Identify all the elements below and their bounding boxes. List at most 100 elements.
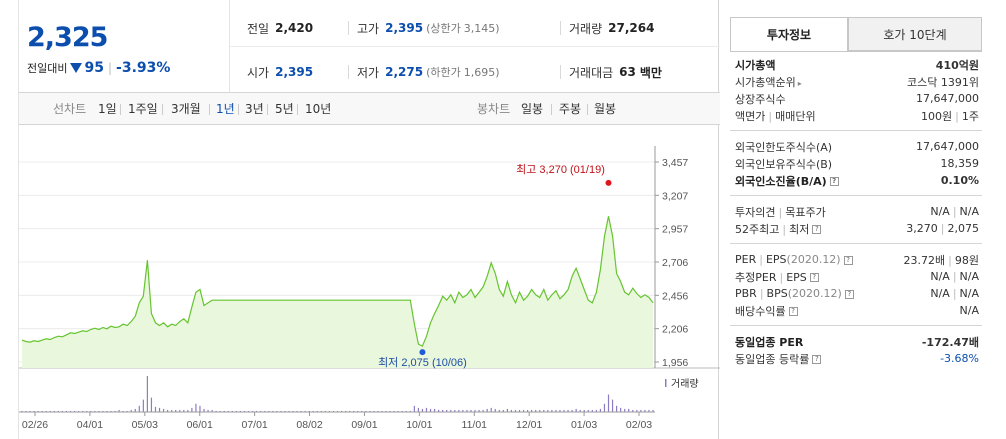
divider [162,104,163,115]
volume-bar [272,410,274,412]
volume-bar [611,399,614,412]
volume-bar [344,410,347,412]
volume-bar [49,410,51,412]
volume-bar [385,410,387,412]
volume-bar [417,407,419,412]
help-icon[interactable]: ? [809,273,819,282]
candle-daily[interactable]: 일봉 [521,102,544,116]
volume-bar [365,410,367,412]
volume-bar [37,410,39,412]
volume-bar [158,407,161,412]
period-3m[interactable]: 3개월 [171,102,201,116]
volume-bar [110,410,112,412]
market-cap-group: 시가총액 410억원 시가총액순위 ▸ 코스닥 1391위 상장주식수 17,647,0… [730,52,982,131]
current-price-box: 2,325 전일대비 95 | -3.93% [19,0,230,93]
period-1d[interactable]: 1일 [98,102,117,116]
help-icon[interactable]: ? [812,355,822,364]
volume-bar [57,410,60,412]
volume-bar [603,403,606,412]
volume-bar [381,410,383,412]
volume-bar [393,410,395,412]
volume-bar [583,409,585,412]
volume: 거래량 27,264 [569,21,655,36]
volume-bar [458,409,460,412]
volume-bar [211,409,213,412]
volume-bar [486,408,488,412]
volume-bar [446,409,448,412]
volume-bar [179,409,181,412]
volume-bar [251,410,254,412]
volume-bar [175,409,177,412]
period-5y[interactable]: 5년 [275,102,294,116]
x-tick-label: 09/01 [351,419,377,431]
help-icon[interactable]: ? [829,177,839,186]
period-10y[interactable]: 10년 [305,102,332,116]
tab-order-book[interactable]: 호가 10단계 [848,17,982,51]
volume-bar [162,408,165,412]
volume-bar [268,410,270,412]
period-3y[interactable]: 3년 [245,102,264,116]
min-price-marker [419,349,426,356]
low-price: 저가 2,275 (하한가 1,695) [357,65,500,80]
x-tick-label: 01/03 [571,419,597,431]
volume-bar [82,410,84,412]
volume-bar [632,409,634,412]
volume-bar [231,410,233,412]
down-arrow-icon [70,63,83,73]
y-tick-label: 1,956 [662,357,688,369]
volume-bar [98,410,100,412]
prev-close: 전일 2,420 [247,21,314,36]
volume-bar [514,409,517,412]
x-tick-label: 05/03 [132,419,158,431]
volume-bar [353,410,355,412]
volume-bar [454,409,456,412]
volume-bar [126,410,128,412]
volume-bar [292,410,294,412]
volume-bar [389,410,391,412]
help-icon[interactable]: ? [812,225,822,234]
help-icon[interactable]: ? [788,307,798,316]
volume-bar [203,408,205,412]
volume-bar [531,409,533,412]
period-1y[interactable]: 1년 [216,102,235,116]
volume-bar [94,410,96,412]
volume-bar [535,409,537,412]
volume-bar [450,409,452,412]
candle-weekly[interactable]: 주봉 [559,102,582,116]
volume-bar [86,410,88,412]
volume-bar [150,397,153,412]
volume-legend-swatch [665,379,667,387]
tab-investment-info[interactable]: 투자정보 [730,17,848,51]
volume-bar [304,410,306,412]
industry-group: 동일업종 PER -172.47배 동일업종 등락률? -3.68% [735,335,979,366]
volume-bar [61,410,64,412]
volume-bar [154,406,157,412]
x-tick-label: 02/26 [22,419,48,431]
x-tick-label: 07/01 [241,419,267,431]
divider [560,21,561,35]
help-icon[interactable]: ? [844,289,854,299]
volume-bar [438,409,440,412]
volume-bar [405,410,407,412]
y-tick-label: 2,456 [662,290,688,302]
max-price-label: 최고 3,270 (01/19) [516,163,605,176]
volume-bar [106,410,108,412]
volume-bar [114,410,116,412]
volume-bar [555,409,557,412]
help-icon[interactable]: ? [843,255,853,265]
market-cap-rank-link[interactable]: 시가총액순위 ▸ [735,75,802,89]
candle-monthly[interactable]: 월봉 [594,102,617,116]
volume-bar [575,408,577,412]
min-price-label: 최저 2,075 (10/06) [378,356,467,369]
volume-bar [429,408,432,412]
volume-bar [276,410,278,412]
trade-amount: 거래대금 63 백만 [569,65,662,80]
volume-bar [599,408,602,412]
x-tick-label: 10/01 [406,419,432,431]
volume-bar [215,410,217,412]
volume-bar [462,409,464,412]
period-1w[interactable]: 1주일 [128,102,158,116]
divider [587,104,588,115]
divider [348,65,349,79]
volume-bar [494,408,496,412]
